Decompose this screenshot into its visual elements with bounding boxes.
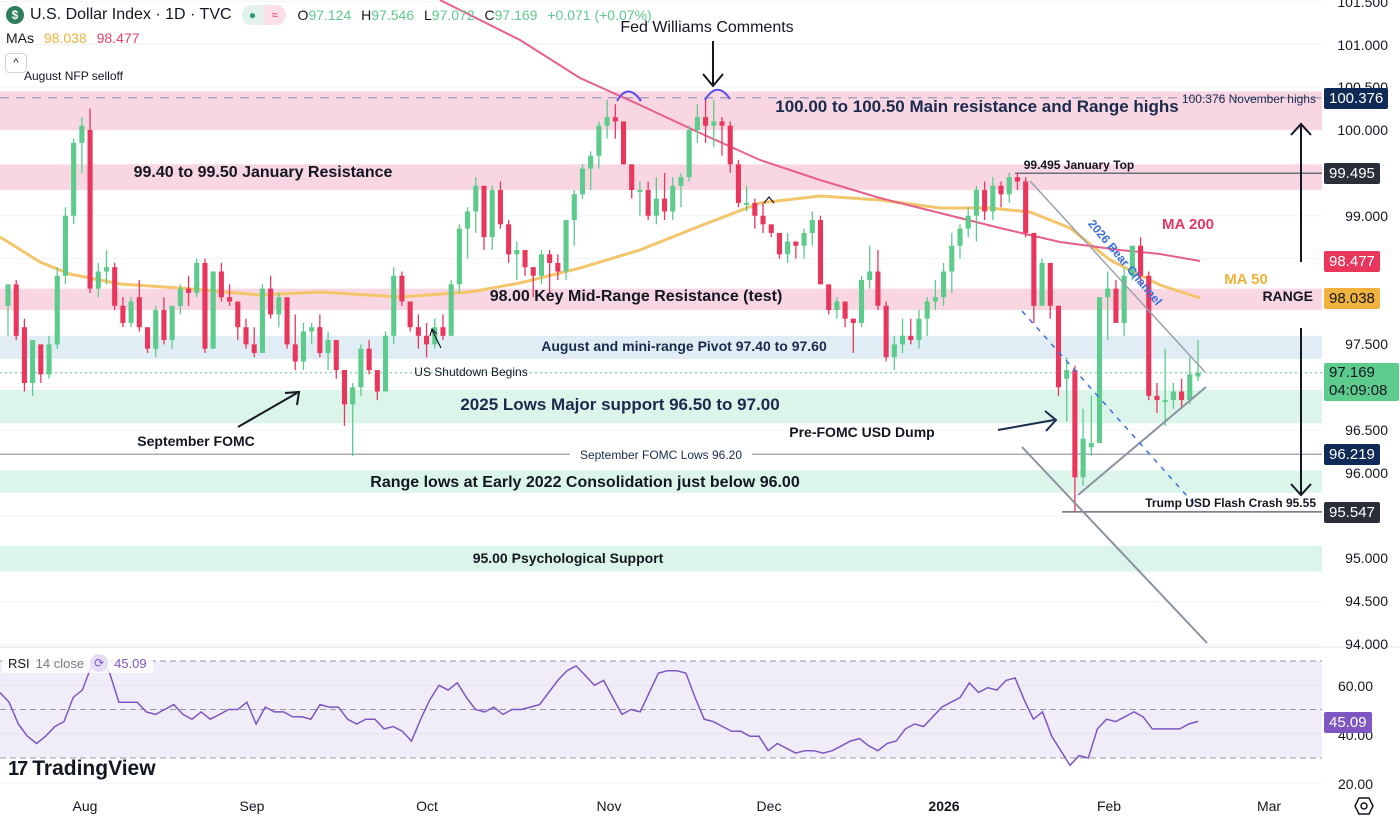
time-axis-label: 2026 [928,798,960,814]
nov-high-price-tag: 100.376 [1324,88,1389,109]
change-value: +0.071 (+0.07%) [547,7,652,23]
ma-legend[interactable]: MAs 98.038 98.477 [6,30,139,46]
candlesticks [5,99,1201,512]
drawings [237,41,1312,644]
moving-average-lines [0,0,1201,300]
symbol-title[interactable]: U.S. Dollar Index · 1D · TVC [30,6,232,23]
price-axis-label: 99.000 [1345,208,1388,224]
collapse-legend-button[interactable]: ^ [5,53,27,73]
price-axis-label: 101.000 [1337,37,1388,53]
price-axis-label: 97.500 [1345,336,1388,352]
crash-low-price-tag: 95.547 [1324,502,1380,523]
svg-text:September FOMC: September FOMC [137,433,254,449]
chevron-up-icon: ^ [13,57,19,69]
svg-text:RANGE: RANGE [1262,288,1313,304]
symbol-legend: $ U.S. Dollar Index · 1D · TVC ● ≈ O97.1… [6,5,658,25]
bar-countdown: 04:09:08 [1329,382,1388,399]
settings-gear-icon[interactable] [1354,797,1374,815]
price-axis-label: 96.000 [1345,465,1388,481]
open-value: 97.124 [308,7,352,23]
time-axis-label: Sep [239,798,265,814]
price-axis-label: 96.500 [1345,422,1388,438]
rsi-value: 45.09 [114,655,147,671]
ma200-price-tag: 98.477 [1324,251,1380,272]
tradingview-wordmark: TradingView [32,757,156,780]
time-axis-label: Mar [1256,798,1282,814]
rsi-params: 14 close [35,655,85,671]
time-axis-label: Nov [596,798,622,814]
ma50-price-tag: 98.038 [1324,288,1380,309]
dollar-symbol-icon: $ [6,6,24,24]
high-label: H [361,7,372,23]
svg-text:MA 200: MA 200 [1162,216,1214,233]
ma50-value: 98.038 [43,30,87,46]
svg-text:August NFP selloff: August NFP selloff [24,69,124,83]
svg-text:99.495 January Top: 99.495 January Top [1024,158,1135,172]
svg-text:100.376 November highs: 100.376 November highs [1182,92,1316,106]
price-axis-label: 95.000 [1345,550,1388,566]
svg-text:MA 50: MA 50 [1224,271,1268,288]
ohlc-values: O97.124 H97.546 L97.072 C97.169 +0.071 (… [298,7,658,23]
tradingview-logo[interactable]: 17 TradingView [8,757,156,781]
rsi-pane [0,657,1322,784]
ma200-value: 98.477 [96,30,140,46]
time-axis-label: Dec [756,798,782,814]
svg-text:2025 Lows Major support 96.50: 2025 Lows Major support 96.50 to 97.00 [460,395,779,414]
ma-label: MAs [6,30,34,46]
svg-text:August and mini-range Pivot 97: August and mini-range Pivot 97.40 to 97.… [541,338,827,354]
price-axis-label: 94.500 [1345,593,1388,609]
delayed-wave-icon: ≈ [263,5,286,25]
svg-text:98.00 Key Mid-Range Resistance: 98.00 Key Mid-Range Resistance (test) [490,288,783,305]
svg-text:Fed Williams Comments: Fed Williams Comments [620,19,793,36]
svg-text:September FOMC Lows 96.20: September FOMC Lows 96.20 [580,448,742,462]
sep-low-price-tag: 96.219 [1324,444,1380,465]
rsi-legend[interactable]: RSI 14 close ⟳ 45.09 [2,653,153,673]
low-label: L [424,7,432,23]
high-value: 97.546 [371,7,415,23]
open-label: O [297,7,309,23]
last-price: 97.169 [1329,364,1375,381]
low-value: 97.072 [431,7,475,23]
time-axis-label: Oct [416,798,438,814]
price-axis-label: 101.500 [1337,0,1388,10]
svg-text:US Shutdown Begins: US Shutdown Begins [414,365,527,379]
svg-text:Pre-FOMC USD Dump: Pre-FOMC USD Dump [789,424,934,440]
close-label: C [484,7,495,23]
refresh-icon[interactable]: ⟳ [90,654,109,672]
svg-text:100.00 to 100.50 Main resistan: 100.00 to 100.50 Main resistance and Ran… [775,97,1178,116]
tradingview-mark-icon: 17 [8,757,28,780]
rsi-axis-label: 20.00 [1337,776,1373,792]
jan-top-price-tag: 99.495 [1324,163,1380,184]
svg-text:Range lows at Early 2022 Conso: Range lows at Early 2022 Consolidation j… [370,474,800,491]
price-axis-label: 94.000 [1345,636,1388,652]
rsi-value-tag: 45.09 [1324,712,1372,733]
svg-text:99.40 to 99.50 January Resista: 99.40 to 99.50 January Resistance [134,164,393,181]
close-value: 97.169 [494,7,538,23]
status-pill[interactable]: ● ≈ [241,5,286,25]
svg-text:95.00 Psychological Support: 95.00 Psychological Support [473,550,664,566]
time-axis-label: Feb [1096,798,1122,814]
last-price-tag: 97.169 04:09:08 [1324,363,1400,401]
svg-text:Trump USD Flash Crash 95.55: Trump USD Flash Crash 95.55 [1145,496,1316,510]
price-axis-label: 100.000 [1337,122,1388,138]
market-open-dot-icon: ● [241,5,264,25]
time-axis-label: Aug [72,798,98,814]
rsi-label: RSI [8,655,30,671]
rsi-axis-label: 60.00 [1337,678,1373,694]
